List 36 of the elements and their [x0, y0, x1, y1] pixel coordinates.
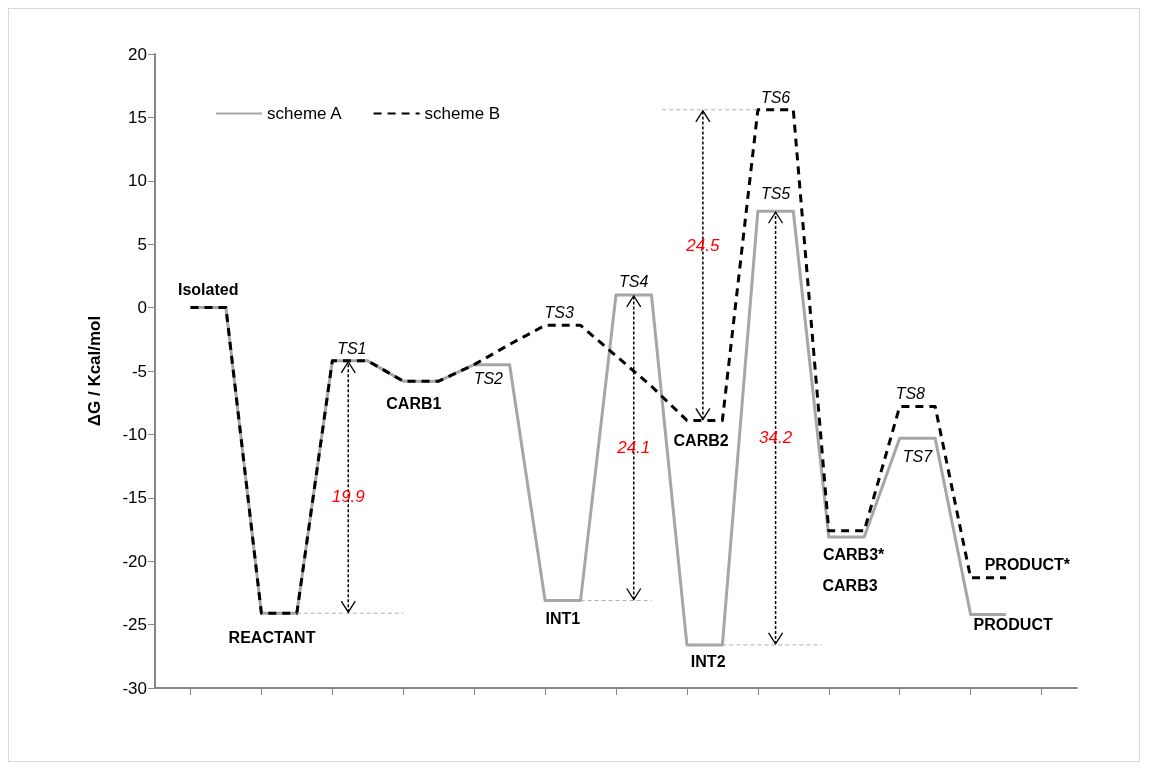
annotation: REACTANT — [228, 628, 316, 646]
y-tick-label: -20 — [122, 551, 147, 571]
legend-label: scheme B — [424, 104, 501, 123]
annotation: TS7 — [902, 447, 934, 465]
annotation: TS5 — [760, 184, 791, 202]
annotation: TS8 — [895, 385, 926, 402]
annotation: 19.9 — [331, 486, 366, 506]
annotation: CARB3* — [822, 546, 886, 564]
annotation: TS2 — [473, 370, 504, 388]
annotation: 34.2 — [759, 427, 793, 447]
annotation: TS6 — [760, 89, 791, 107]
y-tick-label: 0 — [137, 298, 147, 318]
legend-label: scheme A — [267, 104, 343, 123]
annotation: CARB2 — [673, 431, 729, 449]
annotation: TS1 — [337, 340, 367, 358]
y-tick-label: -25 — [122, 615, 147, 635]
annotation: CARB3 — [822, 576, 878, 594]
annotation: PRODUCT — [973, 615, 1053, 633]
annotation: 24.5 — [685, 235, 720, 255]
y-tick-label: 5 — [137, 234, 147, 254]
annotation: CARB1 — [386, 394, 442, 412]
annotation: PRODUCT* — [984, 556, 1071, 574]
y-tick-label: 20 — [128, 44, 147, 64]
y-tick-label: 15 — [128, 107, 147, 127]
annotation: 24.1 — [616, 438, 651, 458]
y-axis-title: ΔG / Kcal/mol — [85, 315, 104, 427]
annotation: Isolated — [177, 281, 239, 299]
y-tick-label: -30 — [122, 678, 147, 698]
annotation: TS4 — [619, 273, 649, 291]
annotation: TS3 — [544, 303, 575, 321]
y-tick-label: -15 — [122, 488, 147, 508]
annotation: INT2 — [690, 653, 726, 671]
y-tick-label: -5 — [131, 361, 147, 381]
y-tick-label: 10 — [128, 171, 147, 191]
y-tick-label: -10 — [122, 424, 147, 444]
annotation: INT1 — [545, 610, 581, 628]
